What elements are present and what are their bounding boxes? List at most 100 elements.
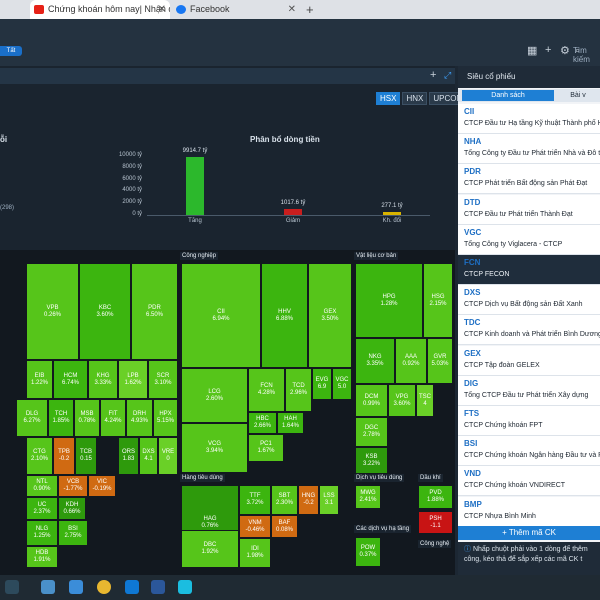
settings-icon[interactable]: ⚙: [560, 45, 570, 57]
heatmap-cell[interactable]: HHV 6.88%: [261, 263, 308, 368]
heatmap-cell[interactable]: HAH 1.64%: [277, 412, 304, 434]
watchlist-row[interactable]: DIG Tổng CTCP Đầu tư Phát triển Xây dựng: [458, 375, 600, 406]
watchlist-row[interactable]: VGC Tổng Công ty Viglacera - CTCP: [458, 224, 600, 255]
watchlist-row[interactable]: BMP CTCP Nhựa Bình Minh: [458, 496, 600, 527]
watchlist-row[interactable]: DTD CTCP Đầu tư Phát triển Thành Đạt: [458, 194, 600, 225]
heatmap-cell[interactable]: NKG 3.35%: [355, 338, 395, 384]
heatmap-cell[interactable]: TTF 3.72%: [239, 485, 271, 515]
watchlist-row[interactable]: DXS CTCP Dịch vụ Bất động sản Đất Xanh: [458, 285, 600, 316]
watchlist-row[interactable]: FCN CTCP FECON: [458, 255, 600, 285]
heatmap-cell[interactable]: MWG 2.41%: [355, 485, 381, 509]
chrome-icon[interactable]: [97, 580, 111, 594]
add-widget-icon[interactable]: +: [430, 69, 437, 81]
app-icon[interactable]: [178, 580, 192, 594]
heatmap-cell[interactable]: DLG 6.27%: [16, 399, 48, 437]
exchange-hsx-button[interactable]: HSX: [376, 92, 401, 105]
heatmap-cell[interactable]: GVR 5.03%: [427, 338, 453, 384]
watchlist-row[interactable]: TDC CTCP Kinh doanh và Phát triển Bình Dư…: [458, 315, 600, 346]
heatmap-cell[interactable]: ORS 1.83: [118, 437, 139, 475]
tab-list[interactable]: Danh sách: [462, 90, 554, 101]
heatmap-cell[interactable]: DRH 4.93%: [126, 399, 153, 437]
heatmap-cell[interactable]: HSG 2.15%: [423, 263, 453, 338]
heatmap-cell[interactable]: TSC 4: [416, 384, 434, 417]
add-icon[interactable]: +: [545, 44, 552, 56]
heatmap-cell[interactable]: HPG 1.28%: [355, 263, 423, 338]
heatmap-cell[interactable]: HDB 1.91%: [26, 546, 58, 568]
heatmap-cell[interactable]: HPX 5.15%: [153, 399, 178, 437]
heatmap-cell[interactable]: LCG 2.60%: [181, 368, 248, 423]
heatmap-cell[interactable]: TCB 0.15: [75, 437, 97, 475]
heatmap-cell[interactable]: VGC 5.0: [332, 368, 352, 400]
heatmap-cell[interactable]: CTG 2.10%: [26, 437, 53, 475]
heatmap-cell[interactable]: BSI 2.75%: [58, 520, 88, 546]
heatmap-cell[interactable]: PC1 1.67%: [248, 434, 284, 462]
heatmap-cell[interactable]: KSB 3.22%: [355, 447, 388, 474]
heatmap-cell[interactable]: LPB 1.62%: [118, 360, 148, 399]
heatmap-cell[interactable]: DXS 4.1: [139, 437, 158, 475]
heatmap-cell[interactable]: HBC 2.66%: [248, 412, 277, 434]
heatmap-cell[interactable]: UC 2.37%: [26, 497, 58, 520]
heatmap-cell[interactable]: EIB 1.22%: [26, 360, 53, 399]
grid-icon[interactable]: ▦: [527, 45, 538, 57]
close-tab-icon[interactable]: ✕: [287, 4, 296, 15]
zalo-icon[interactable]: [125, 580, 139, 594]
heatmap-cell[interactable]: KBC 3.60%: [79, 263, 131, 360]
new-tab-button[interactable]: +: [306, 2, 314, 17]
search-icon[interactable]: ⌕: [575, 45, 581, 55]
heatmap-cell[interactable]: SCR 3.10%: [148, 360, 178, 399]
heatmap-cell[interactable]: PVD 1.88%: [418, 485, 453, 509]
heatmap-cell[interactable]: VIC -0.19%: [88, 475, 116, 497]
heatmap-cell[interactable]: POW 0.37%: [355, 537, 381, 567]
heatmap-cell[interactable]: EVG 6.9: [312, 368, 332, 400]
heatmap-cell[interactable]: VRE 0: [158, 437, 178, 475]
heatmap-cell[interactable]: VCG 3.94%: [181, 423, 248, 473]
watchlist-row[interactable]: NHA Tổng Công ty Đầu tư Phát triển Nhà và…: [458, 134, 600, 165]
heatmap-cell[interactable]: DGC 2.78%: [355, 417, 388, 447]
heatmap-cell[interactable]: AAA 0.92%: [395, 338, 427, 384]
heatmap-cell[interactable]: LSS 3.1: [319, 485, 339, 515]
task-view-icon[interactable]: [41, 580, 55, 594]
heatmap-cell[interactable]: IDI 1.98%: [239, 538, 271, 568]
mail-icon[interactable]: [69, 580, 83, 594]
heatmap-cell[interactable]: HNG -0.2: [298, 485, 319, 515]
heatmap-cell[interactable]: TPB -0.2: [53, 437, 75, 475]
heatmap-cell[interactable]: CII 6.94%: [181, 263, 261, 368]
heatmap-cell[interactable]: VNM -0.46%: [239, 515, 271, 538]
heatmap-cell[interactable]: SBT 2.30%: [271, 485, 298, 515]
add-stock-button[interactable]: + Thêm mã CK: [458, 526, 600, 540]
heatmap-cell[interactable]: PSH -1.1: [418, 511, 453, 534]
heatmap-cell[interactable]: PDR 6.50%: [131, 263, 178, 360]
close-tab-icon[interactable]: ✕: [157, 4, 166, 15]
search-input[interactable]: Tìm kiếm: [573, 46, 590, 64]
heatmap-cell[interactable]: DBC 1.92%: [181, 530, 239, 568]
heatmap-cell[interactable]: VCB -1.77%: [58, 475, 88, 497]
heatmap-cell[interactable]: GEX 3.50%: [308, 263, 352, 368]
heatmap-cell[interactable]: VPB 0.26%: [26, 263, 79, 360]
exchange-upcom-button[interactable]: UPCOM: [429, 92, 468, 105]
watchlist-row[interactable]: CII CTCP Đầu tư Hạ tầng Kỹ thuật Thành ph…: [458, 104, 600, 134]
heatmap-cell[interactable]: MSB 0.78%: [74, 399, 100, 437]
exchange-hnx-button[interactable]: HNX: [402, 92, 428, 105]
expand-icon[interactable]: ⤢: [444, 70, 452, 80]
watchlist-row[interactable]: VND CTCP Chứng khoán VNDIRECT: [458, 466, 600, 497]
watchlist-row[interactable]: GEX CTCP Tập đoàn GELEX: [458, 345, 600, 376]
browser-tab-video[interactable]: Chứng khoán hôm nay| Nhận địn ✕: [30, 0, 170, 19]
heatmap-cell[interactable]: NLG 1.25%: [26, 520, 58, 546]
heatmap-cell[interactable]: KDH 0.66%: [58, 497, 86, 520]
heatmap-cell[interactable]: FIT 4.24%: [100, 399, 126, 437]
heatmap-cell[interactable]: VPG 3.60%: [388, 384, 416, 417]
heatmap-cell[interactable]: DCM 0.99%: [355, 384, 388, 417]
watchlist-row[interactable]: PDR CTCP Phát triển Bất động sản Phát Đạt: [458, 164, 600, 195]
heatmap-cell[interactable]: NTL 0.90%: [26, 475, 58, 497]
heatmap-cell[interactable]: HCM 6.74%: [53, 360, 88, 399]
heatmap-cell[interactable]: FCN 4.28%: [248, 368, 285, 412]
tab-articles[interactable]: Bài v: [570, 92, 586, 99]
watchlist-row[interactable]: BSI CTCP Chứng khoán Ngân hàng Đầu tư và …: [458, 436, 600, 467]
tag-button[interactable]: Tất: [0, 46, 22, 56]
search-icon[interactable]: [5, 580, 19, 594]
heatmap-cell[interactable]: TCD 2.96%: [285, 368, 312, 412]
browser-tab-facebook[interactable]: Facebook ✕: [172, 0, 300, 19]
heatmap-cell[interactable]: KHG 3.33%: [88, 360, 118, 399]
watchlist-row[interactable]: FTS CTCP Chứng khoán FPT: [458, 406, 600, 436]
heatmap-cell[interactable]: BAF 0.08%: [271, 515, 298, 538]
